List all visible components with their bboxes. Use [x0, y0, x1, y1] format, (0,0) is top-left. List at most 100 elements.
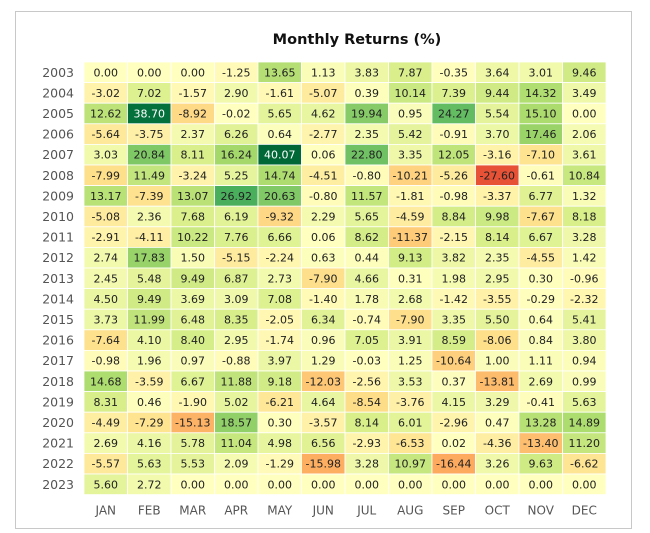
cell-value-label-2013-oct: 2.95 — [485, 272, 510, 285]
cell-value-label-2009-jun: -0.80 — [309, 190, 337, 203]
cell-value-label-2022-oct: 3.26 — [485, 458, 510, 471]
y-tick-label-2012: 2012 — [42, 250, 74, 265]
y-tick-label-2010: 2010 — [42, 209, 74, 224]
cell-value-label-2016-jun: 0.96 — [311, 334, 336, 347]
cell-value-label-2010-oct: 9.98 — [485, 211, 510, 224]
cell-value-label-2005-feb: 38.70 — [134, 108, 166, 121]
cell-value-label-2022-dec: -6.62 — [570, 458, 598, 471]
cell-value-label-2016-nov: 0.84 — [529, 334, 554, 347]
cell-value-label-2008-dec: 10.84 — [569, 169, 601, 182]
cell-value-label-2006-mar: 2.37 — [181, 128, 206, 141]
cell-value-label-2009-mar: 13.07 — [177, 190, 209, 203]
y-tick-label-2023: 2023 — [42, 477, 74, 492]
x-tick-label-nov: NOV — [528, 504, 555, 518]
cell-value-label-2017-jan: -0.98 — [92, 355, 120, 368]
cell-value-label-2009-sep: -0.98 — [440, 190, 468, 203]
x-tick-label-jun: JUN — [312, 504, 334, 518]
cell-value-label-2004-feb: 7.02 — [137, 87, 162, 100]
cell-value-label-2012-jul: 0.44 — [355, 252, 380, 265]
cell-value-label-2019-sep: 4.15 — [442, 396, 467, 409]
cell-value-label-2023-nov: 0.00 — [529, 478, 554, 491]
cell-value-label-2013-nov: 0.30 — [529, 272, 554, 285]
cell-value-label-2008-apr: 5.25 — [224, 169, 249, 182]
cell-value-label-2013-apr: 6.87 — [224, 272, 249, 285]
cell-value-label-2020-mar: -15.13 — [175, 417, 210, 430]
cell-value-label-2011-nov: 6.67 — [529, 231, 554, 244]
cell-value-label-2014-sep: -1.42 — [440, 293, 468, 306]
cell-value-label-2017-jul: -0.03 — [353, 355, 381, 368]
cell-value-label-2011-sep: -2.15 — [440, 231, 468, 244]
cell-value-label-2009-nov: 6.77 — [529, 190, 554, 203]
cell-value-label-2006-aug: 5.42 — [398, 128, 423, 141]
cell-value-label-2017-apr: -0.88 — [222, 355, 250, 368]
cell-value-label-2020-dec: 14.89 — [569, 417, 601, 430]
cell-value-label-2021-jun: 6.56 — [311, 437, 336, 450]
cell-value-label-2023-mar: 0.00 — [181, 478, 206, 491]
cell-value-label-2019-oct: 3.29 — [485, 396, 510, 409]
cell-value-label-2006-jun: -2.77 — [309, 128, 337, 141]
cell-value-label-2012-aug: 9.13 — [398, 252, 423, 265]
cell-value-label-2016-dec: 3.80 — [572, 334, 597, 347]
cell-value-label-2009-oct: -3.37 — [483, 190, 511, 203]
cell-value-label-2015-jun: 6.34 — [311, 314, 336, 327]
cell-value-label-2013-jul: 4.66 — [355, 272, 380, 285]
y-tick-label-2004: 2004 — [42, 85, 74, 100]
cell-value-label-2007-apr: 16.24 — [221, 149, 253, 162]
cell-value-label-2010-feb: 2.36 — [137, 211, 162, 224]
x-tick-label-oct: OCT — [485, 504, 511, 518]
cell-value-label-2010-may: -9.32 — [266, 211, 294, 224]
cell-value-label-2005-jul: 19.94 — [351, 108, 383, 121]
cell-value-label-2007-aug: 3.35 — [398, 149, 423, 162]
x-tick-label-jul: JUL — [356, 504, 376, 518]
x-tick-label-apr: APR — [224, 504, 248, 518]
cell-value-label-2012-jan: 2.74 — [94, 252, 119, 265]
x-tick-label-may: MAY — [267, 504, 293, 518]
cell-value-label-2019-apr: 5.02 — [224, 396, 249, 409]
cell-value-label-2006-sep: -0.91 — [440, 128, 468, 141]
chart-title: Monthly Returns (%) — [273, 32, 442, 48]
cell-value-label-2005-dec: 0.00 — [572, 108, 597, 121]
cell-value-label-2023-apr: 0.00 — [224, 478, 249, 491]
cell-value-label-2023-jul: 0.00 — [355, 478, 380, 491]
cell-value-label-2022-aug: 10.97 — [395, 458, 427, 471]
cell-value-label-2006-jan: -5.64 — [92, 128, 120, 141]
cell-value-label-2005-nov: 15.10 — [525, 108, 557, 121]
cell-value-label-2021-jan: 2.69 — [94, 437, 119, 450]
cell-value-label-2014-may: 7.08 — [268, 293, 293, 306]
cell-value-label-2013-mar: 9.49 — [181, 272, 206, 285]
cell-value-label-2020-nov: 13.28 — [525, 417, 557, 430]
cell-value-label-2014-jun: -1.40 — [309, 293, 337, 306]
cell-value-label-2021-mar: 5.78 — [181, 437, 206, 450]
cell-value-label-2004-apr: 2.90 — [224, 87, 249, 100]
cell-value-label-2011-apr: 7.76 — [224, 231, 249, 244]
cell-value-label-2008-feb: 11.49 — [134, 169, 166, 182]
x-tick-label-jan: JAN — [94, 504, 116, 518]
cell-value-label-2007-dec: 3.61 — [572, 149, 597, 162]
cell-value-label-2016-sep: 8.59 — [442, 334, 467, 347]
cell-value-label-2006-nov: 17.46 — [525, 128, 557, 141]
cell-value-label-2016-apr: 2.95 — [224, 334, 249, 347]
cell-value-label-2018-jan: 14.68 — [90, 375, 122, 388]
y-axis-tick-labels: 2003 2004 2005 2006 2007 2008 2009 2010 2011 2012… — [42, 65, 74, 492]
cell-value-label-2011-feb: -4.11 — [135, 231, 163, 244]
cell-value-label-2003-apr: -1.25 — [222, 66, 250, 79]
cell-value-label-2005-sep: 24.27 — [438, 108, 470, 121]
y-tick-label-2018: 2018 — [42, 374, 74, 389]
cell-value-label-2018-may: 9.18 — [268, 375, 293, 388]
cell-value-label-2017-dec: 0.94 — [572, 355, 597, 368]
cell-value-label-2017-jun: 1.29 — [311, 355, 336, 368]
cell-value-label-2003-sep: -0.35 — [440, 66, 468, 79]
cell-value-label-2006-oct: 3.70 — [485, 128, 510, 141]
cell-value-label-2004-jan: -3.02 — [92, 87, 120, 100]
cell-value-label-2023-aug: 0.00 — [398, 478, 423, 491]
cell-value-label-2012-feb: 17.83 — [134, 252, 166, 265]
cell-value-label-2020-jun: -3.57 — [309, 417, 337, 430]
cell-value-label-2015-feb: 11.99 — [134, 314, 166, 327]
y-tick-label-2022: 2022 — [42, 456, 74, 471]
cell-value-label-2006-apr: 6.26 — [224, 128, 249, 141]
heatmap-cell-labels: 0.00 0.00 0.00 -1.25 13.65 1.13 3.83 7.87 -0.35 3… — [90, 66, 600, 491]
cell-value-label-2011-may: 6.66 — [268, 231, 293, 244]
cell-value-label-2019-feb: 0.46 — [137, 396, 162, 409]
cell-value-label-2017-may: 3.97 — [268, 355, 293, 368]
y-tick-label-2014: 2014 — [42, 291, 74, 306]
